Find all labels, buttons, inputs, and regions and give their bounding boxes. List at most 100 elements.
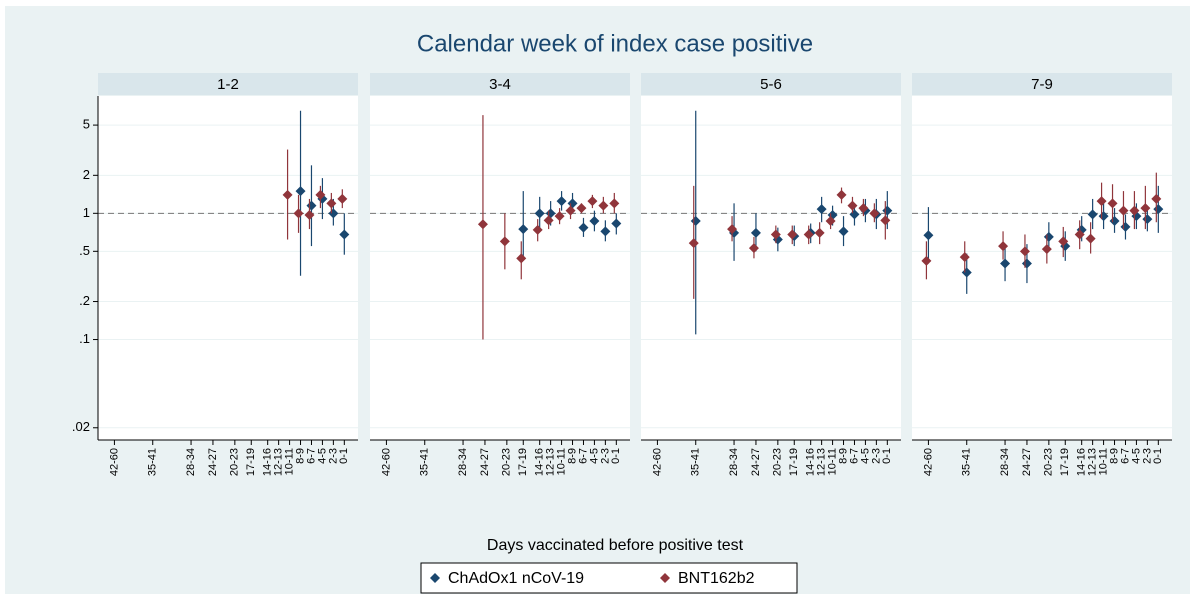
x-tick-label: 24-27 [479,448,491,476]
facet-title: 7-9 [1031,76,1053,93]
point [516,253,527,264]
x-tick-label: 17-19 [245,448,257,476]
x-tick-label: 12-13 [545,448,557,476]
x-tick-label: 0-1 [1152,448,1164,464]
x-tick-label: 35-41 [961,448,973,476]
x-tick-label: 28-34 [728,448,740,476]
y-tick-label: .1 [79,331,90,346]
x-tick-label: 4-5 [316,448,328,464]
x-tick-label: 12-13 [816,448,828,476]
x-tick-label: 4-5 [859,448,871,464]
point [869,208,880,219]
point [1019,246,1030,257]
point [600,226,611,237]
plot-area [98,96,358,440]
x-tick-label: 2-3 [1141,448,1153,464]
y-tick-label: 2 [83,167,90,182]
x-tick-label: 10-11 [555,448,567,475]
point [578,222,589,233]
x-tick-label: 6-7 [1119,448,1131,464]
facet-header [912,73,1172,95]
x-tick-label: 20-23 [772,448,784,476]
x-tick-label: 17-19 [1059,448,1071,476]
point [477,219,488,230]
facet-title: 5-6 [760,76,782,93]
x-tick-label: 6-7 [305,448,317,464]
point [1058,236,1069,247]
x-tick-label: 17-19 [517,448,529,476]
point [337,193,348,204]
x-tick-label: 28-34 [185,448,197,476]
y-tick-label: 5 [83,117,90,132]
plot-area [641,96,901,440]
point [1096,196,1107,207]
y-tick-label: .02 [72,419,90,434]
x-tick-label: 20-23 [501,448,513,476]
x-tick-label: 17-19 [788,448,800,476]
x-tick-label: 10-11 [1097,448,1109,475]
point [727,224,738,235]
point [816,204,827,215]
point [598,200,609,211]
x-tick-label: 14-16 [262,448,274,476]
facet-title: 3-4 [489,76,511,93]
y-tick-label: 1 [83,205,90,220]
point [770,229,781,240]
point [1118,205,1129,216]
x-tick-label: 14-16 [534,448,546,476]
point [543,215,554,226]
point [959,252,970,263]
point [282,189,293,200]
x-tick-label: 35-41 [690,448,702,476]
x-tick-label: 2-3 [327,448,339,464]
x-tick-label: 2-3 [870,448,882,464]
point [1000,258,1011,269]
point [315,189,326,200]
x-tick-label: 42-60 [651,448,663,476]
point [587,196,598,207]
point [534,208,545,219]
point [611,218,622,229]
x-tick-label: 28-34 [457,448,469,476]
plot-area [370,96,630,440]
facet-header [641,73,901,95]
point [295,186,306,197]
plot-area [912,96,1172,440]
x-tick-label: 14-16 [1076,448,1088,476]
facet-header [98,73,358,95]
point [787,229,798,240]
point [1041,244,1052,255]
point [688,238,699,249]
point [565,205,576,216]
x-tick-label: 8-9 [566,448,578,464]
x-tick-label: 42-60 [108,448,120,476]
y-tick-label: .5 [79,243,90,258]
x-tick-label: 24-27 [1021,448,1033,476]
point [532,224,543,235]
x-tick-label: 12-13 [273,448,285,476]
point [748,243,759,254]
legend-label: ChAdOx1 nCoV-19 [448,570,584,587]
point [998,241,1009,252]
legend-marker [430,573,440,583]
point [556,196,567,207]
chart-title: Calendar week of index case positive [417,30,813,57]
legend-marker [660,573,670,583]
point [609,198,620,209]
point [293,208,304,219]
x-tick-label: 12-13 [1087,448,1099,476]
point [1074,229,1085,240]
point [921,255,932,266]
point [1140,203,1151,214]
facet-title: 1-2 [217,76,239,93]
point [499,236,510,247]
point [326,198,337,209]
x-tick-label: 0-1 [610,448,622,464]
x-tick-label: 4-5 [588,448,600,464]
point [589,215,600,226]
point [304,209,315,220]
x-tick-label: 0-1 [338,448,350,464]
x-tick-label: 0-1 [881,448,893,464]
point [880,215,891,226]
